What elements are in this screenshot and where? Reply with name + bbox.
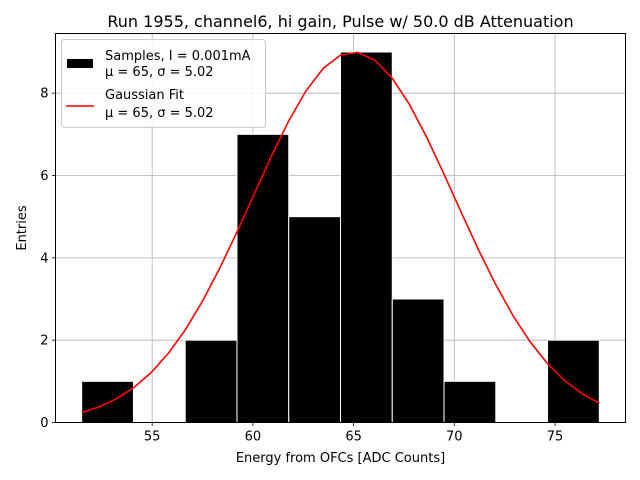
histogram-bar — [184, 339, 238, 424]
histogram-bar — [81, 380, 134, 423]
plot-frame — [55, 33, 626, 423]
legend-box — [61, 39, 266, 128]
x-tick-label: 75 — [547, 430, 564, 445]
histogram-bar — [391, 298, 445, 423]
chart-title: Run 1955, channel6, hi gain, Pulse w/ 50… — [107, 12, 573, 31]
legend-fit-label: Gaussian Fit — [105, 88, 184, 103]
gaussian-fit-curve — [81, 51, 600, 414]
legend-samples-label: Samples, I = 0.001mA — [105, 49, 251, 64]
x-axis-ticks: 55 60 65 70 75 — [144, 422, 564, 445]
x-axis-label: Energy from OFCs [ADC Counts] — [236, 451, 445, 466]
gaussian-fit — [81, 51, 600, 414]
x-tick-label: 55 — [144, 430, 161, 445]
x-tick-label: 70 — [446, 430, 463, 445]
y-tick-label: 8 — [40, 87, 48, 102]
y-tick-label: 0 — [40, 416, 48, 431]
histogram-bar — [443, 380, 497, 423]
y-tick-label: 6 — [40, 169, 48, 184]
histogram-bar — [288, 216, 342, 423]
legend-samples-stats: μ = 65, σ = 5.02 — [105, 65, 214, 80]
histogram-bar — [547, 339, 600, 424]
y-tick-label: 4 — [40, 251, 48, 266]
histogram-bar — [236, 133, 290, 424]
x-tick-label: 60 — [245, 430, 262, 445]
y-axis-label: Entries — [15, 205, 30, 251]
y-tick-label: 2 — [40, 334, 48, 349]
y-axis-ticks: 0 2 4 6 8 — [40, 87, 56, 431]
legend: Samples, I = 0.001mA μ = 65, σ = 5.02 Ga… — [61, 39, 266, 128]
histogram-bar — [340, 51, 393, 424]
histogram-bars — [81, 51, 600, 424]
x-tick-label: 65 — [345, 430, 362, 445]
legend-fit-stats: μ = 65, σ = 5.02 — [105, 106, 214, 121]
legend-samples-swatch — [67, 59, 93, 68]
